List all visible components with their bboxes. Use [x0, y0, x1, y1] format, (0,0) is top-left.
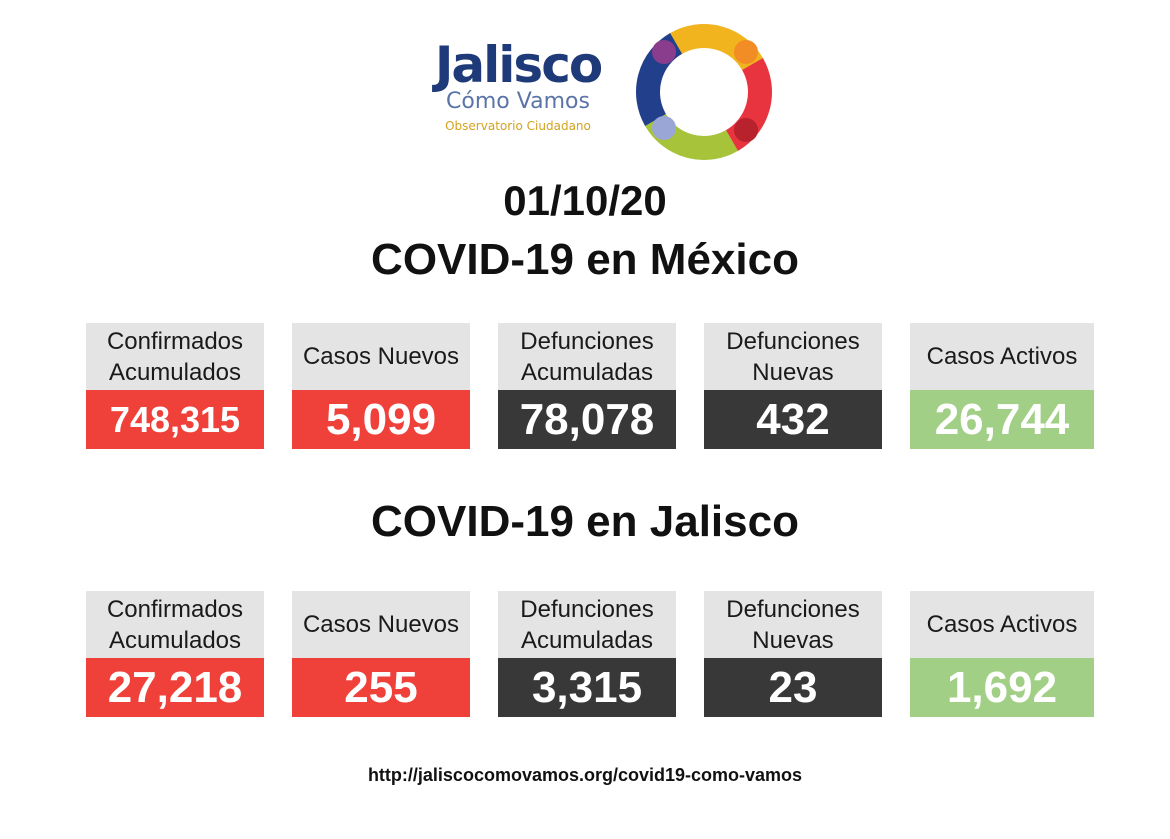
card-defunciones-nuevas: Defunciones Nuevas 23: [704, 591, 882, 717]
section-title-mexico: COVID-19 en México: [371, 235, 799, 284]
ring-logo-icon: [636, 23, 772, 160]
card-value: 23: [704, 658, 882, 717]
label-line: Defunciones: [726, 327, 860, 355]
card-label: Defunciones Acumuladas: [498, 591, 676, 658]
logo-text: Jalisco Cómo Vamos Observatorio Ciudadan…: [418, 38, 618, 135]
label-line: Casos Activos: [926, 611, 1078, 638]
card-defunciones-acumuladas: Defunciones Acumuladas 78,078: [498, 323, 676, 449]
card-value: 5,099: [292, 390, 470, 449]
label-line: Acumulados: [108, 626, 242, 654]
card-value: 748,315: [86, 390, 264, 449]
label-line: Acumuladas: [520, 626, 654, 654]
card-label: Casos Nuevos: [292, 323, 470, 390]
card-value: 27,218: [86, 658, 264, 717]
card-defunciones-acumuladas: Defunciones Acumuladas 3,315: [498, 591, 676, 717]
label-line: Nuevas: [752, 358, 834, 386]
card-casos-nuevos: Casos Nuevos 5,099: [292, 323, 470, 449]
card-defunciones-nuevas: Defunciones Nuevas 432: [704, 323, 882, 449]
card-value: 78,078: [498, 390, 676, 449]
card-label: Defunciones Nuevas: [704, 591, 882, 658]
label-line: Casos Nuevos: [302, 611, 460, 638]
label-line: Defunciones: [520, 595, 654, 623]
label-line: Nuevas: [752, 626, 834, 654]
label-line: Acumulados: [108, 358, 242, 386]
stats-mexico: Confirmados Acumulados 748,315 Casos Nuev…: [86, 323, 1094, 449]
label-line: Confirmados: [106, 595, 244, 623]
logo: Jalisco Cómo Vamos Observatorio Ciudadan…: [418, 22, 778, 162]
card-casos-activos: Casos Activos 26,744: [910, 323, 1094, 449]
report-date: 01/10/20: [503, 177, 667, 224]
label-line: Defunciones: [520, 327, 654, 355]
label-line: Acumuladas: [520, 358, 654, 386]
logo-name: Jalisco: [434, 36, 603, 94]
card-value: 432: [704, 390, 882, 449]
section-title-jalisco: COVID-19 en Jalisco: [371, 497, 799, 546]
card-label: Confirmados Acumulados: [86, 323, 264, 390]
card-label: Casos Activos: [910, 591, 1094, 658]
label-line: Defunciones: [726, 595, 860, 623]
card-label: Casos Activos: [910, 323, 1094, 390]
card-value: 3,315: [498, 658, 676, 717]
card-confirmados-acumulados: Confirmados Acumulados 748,315: [86, 323, 264, 449]
card-casos-activos: Casos Activos 1,692: [910, 591, 1094, 717]
card-label: Confirmados Acumulados: [86, 591, 264, 658]
logo-subtitle: Cómo Vamos: [446, 89, 590, 114]
stats-jalisco: Confirmados Acumulados 27,218 Casos Nuevo…: [86, 591, 1094, 717]
card-value: 255: [292, 658, 470, 717]
footer-url: http://jaliscocomovamos.org/covid19-como…: [367, 765, 803, 785]
card-value: 26,744: [910, 390, 1094, 449]
card-casos-nuevos: Casos Nuevos 255: [292, 591, 470, 717]
card-label: Casos Nuevos: [292, 591, 470, 658]
card-value: 1,692: [910, 658, 1094, 717]
card-confirmados-acumulados: Confirmados Acumulados 27,218: [86, 591, 264, 717]
card-label: Defunciones Nuevas: [704, 323, 882, 390]
label-line: Confirmados: [106, 327, 244, 355]
label-line: Casos Activos: [926, 343, 1078, 370]
logo-tagline: Observatorio Ciudadano: [445, 119, 591, 133]
label-line: Casos Nuevos: [302, 343, 460, 370]
card-label: Defunciones Acumuladas: [498, 323, 676, 390]
